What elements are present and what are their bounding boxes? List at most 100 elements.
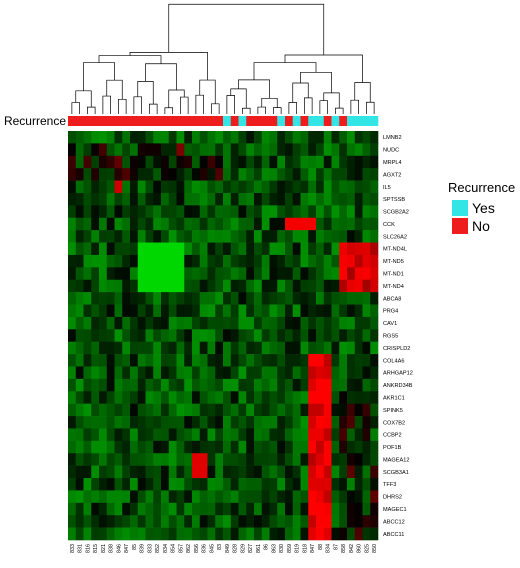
heatmap-cell [261,304,270,318]
heatmap-cell [215,292,224,305]
dendrogram-branch [300,71,332,93]
heatmap-cell [308,453,317,466]
heatmap-cell [292,490,301,504]
dendrogram-branch [71,102,80,114]
heatmap-cell [292,440,301,454]
heatmap-cell [184,478,193,491]
heatmap-cell [292,527,301,541]
heatmap-cell [168,428,177,442]
heatmap-cell [106,329,115,342]
heatmap-cell [130,527,139,541]
heatmap-cell [130,279,139,293]
dendrogram-branch [253,62,317,80]
heatmap-cell [316,192,325,206]
heatmap-cell [215,416,224,429]
heatmap-cell [122,515,131,528]
heatmap-cell [246,416,255,429]
heatmap-cell [285,254,294,268]
heatmap-cell [300,416,309,429]
recurrence-cell [207,116,216,126]
heatmap-cell [223,490,232,504]
heatmap-cell [223,155,232,169]
heatmap-cell [339,316,348,330]
dendrogram-branch [211,103,220,114]
heatmap-cell [215,515,224,528]
heatmap-cell [199,143,208,157]
heatmap-cell [215,354,224,367]
heatmap-cell [316,403,325,417]
column-label: 834 [326,544,332,553]
heatmap-cell [106,403,115,417]
heatmap-cell [145,292,154,305]
heatmap-cell [277,440,286,454]
heatmap-cell [75,478,84,491]
heatmap-cell [339,155,348,169]
heatmap-cell [176,453,185,466]
heatmap-cell [230,279,239,293]
heatmap-cell [91,440,100,454]
heatmap-cell [215,366,224,380]
heatmap-cell [184,391,193,404]
heatmap-cell [238,416,247,429]
heatmap-cell [68,440,77,454]
heatmap-cell [230,230,239,243]
heatmap-cell [316,440,325,454]
heatmap-cell [75,292,84,305]
heatmap-cell [130,440,139,454]
heatmap-cell [215,391,224,404]
heatmap-cell [269,515,278,528]
heatmap-cell [300,341,309,355]
heatmap-cell [347,192,356,206]
heatmap-cell [215,279,224,293]
heatmap-cell [230,304,239,318]
row-label: ABCC11 [383,532,404,538]
heatmap-cell [316,155,325,169]
heatmap-cell [192,316,201,330]
heatmap-cell [106,254,115,268]
heatmap-cell [122,478,131,491]
heatmap-cell [114,316,123,330]
heatmap-cell [161,378,170,392]
heatmap-cell [91,354,100,367]
heatmap-cell [261,168,270,181]
heatmap-cell [145,416,154,429]
heatmap-cell [370,180,379,194]
heatmap-cell [130,329,139,342]
heatmap-cell [176,205,185,219]
heatmap-cell [316,428,325,442]
heatmap-cell [238,316,247,330]
heatmap-cell [269,366,278,380]
heatmap-cell [145,403,154,417]
heatmap-cell [161,254,170,268]
heatmap-cell [347,242,356,256]
heatmap-cell [362,155,371,169]
heatmap-cell [339,279,348,293]
heatmap-cell [122,366,131,380]
heatmap-cell [99,230,108,243]
heatmap-cell [285,217,294,231]
heatmap-cell [292,292,301,305]
heatmap-cell [347,267,356,281]
heatmap-cell [68,217,77,231]
heatmap-cell [176,378,185,392]
heatmap-cell [339,354,348,367]
heatmap-cell [161,279,170,293]
heatmap-cell [254,217,263,231]
heatmap-cell [215,465,224,479]
heatmap-cell [192,341,201,355]
heatmap-cell [99,131,108,144]
heatmap-cell [339,254,348,268]
heatmap-cell [246,168,255,181]
heatmap-cell [331,527,340,541]
heatmap-cell [285,354,294,367]
heatmap-cell [292,416,301,429]
heatmap-cell [323,453,332,466]
column-label: 86 [264,544,270,550]
heatmap-cell [246,403,255,417]
heatmap-cell [114,502,123,516]
heatmap-cell [354,341,363,355]
heatmap-cell [207,478,216,491]
heatmap-cell [207,440,216,454]
heatmap-cell [99,341,108,355]
heatmap-cell [277,378,286,392]
